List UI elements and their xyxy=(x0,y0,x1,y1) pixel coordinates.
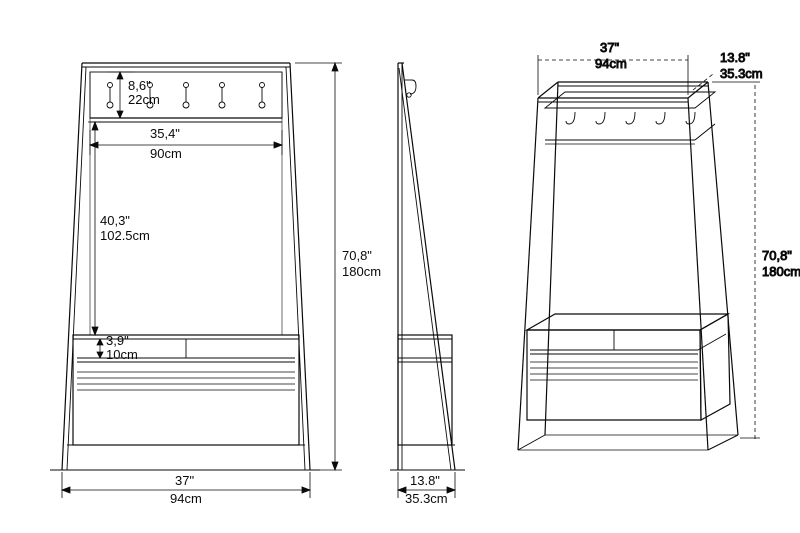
dim-inner-width-in: 35,4" xyxy=(150,126,180,141)
dim-p-depth-cm: 35.3cm xyxy=(720,66,763,81)
dim-p-width-cm: 94cm xyxy=(595,56,627,71)
dim-p-height-cm: 180cm xyxy=(762,264,800,279)
dim-p-width-in: 37" xyxy=(600,40,619,55)
dim-inner-width-cm: 90cm xyxy=(150,146,182,161)
dim-width-cm: 94cm xyxy=(170,491,202,506)
dim-opening-in: 40,3" xyxy=(100,213,130,228)
dim-height-cm: 180cm xyxy=(342,264,381,279)
dim-depth-in: 13.8" xyxy=(410,473,440,488)
dim-height-in: 70,8" xyxy=(342,248,372,263)
dim-width-in: 37" xyxy=(175,473,194,488)
perspective-view: 37" 94cm 13.8" 35.3cm 70,8" 180cm xyxy=(518,40,800,450)
dim-depth-cm: 35.3cm xyxy=(405,491,448,506)
dim-p-height-in: 70,8" xyxy=(762,248,792,263)
dim-p-depth-in: 13.8" xyxy=(720,50,750,65)
dim-top-panel-in: 8,6" xyxy=(128,78,151,93)
front-view: 8,6" 22cm 35,4" 90cm 40,3" 102.5cm 3, xyxy=(50,63,381,506)
dim-top-panel-cm: 22cm xyxy=(128,92,160,107)
technical-drawing: 8,6" 22cm 35,4" 90cm 40,3" 102.5cm 3, xyxy=(0,0,800,533)
side-view: 13.8" 35.3cm xyxy=(390,63,465,506)
dim-opening-cm: 102.5cm xyxy=(100,228,150,243)
dim-shelf-in: 3,9" xyxy=(106,333,129,348)
dim-shelf-cm: 10cm xyxy=(106,347,138,362)
